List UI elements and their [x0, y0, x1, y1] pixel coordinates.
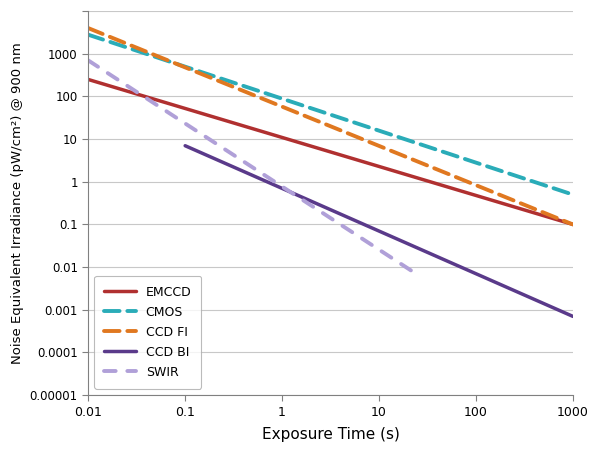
- Legend: EMCCD, CMOS, CCD FI, CCD BI, SWIR: EMCCD, CMOS, CCD FI, CCD BI, SWIR: [94, 276, 202, 389]
- SWIR: [409, 269, 416, 274]
- X-axis label: Exposure Time (s): Exposure Time (s): [262, 427, 400, 442]
- Y-axis label: Noise Equivalent Irradiance (pW/cm²) @ 900 nm: Noise Equivalent Irradiance (pW/cm²) @ 9…: [11, 42, 24, 364]
- SWIR: [85, 58, 92, 63]
- Line: SWIR: SWIR: [88, 60, 412, 271]
